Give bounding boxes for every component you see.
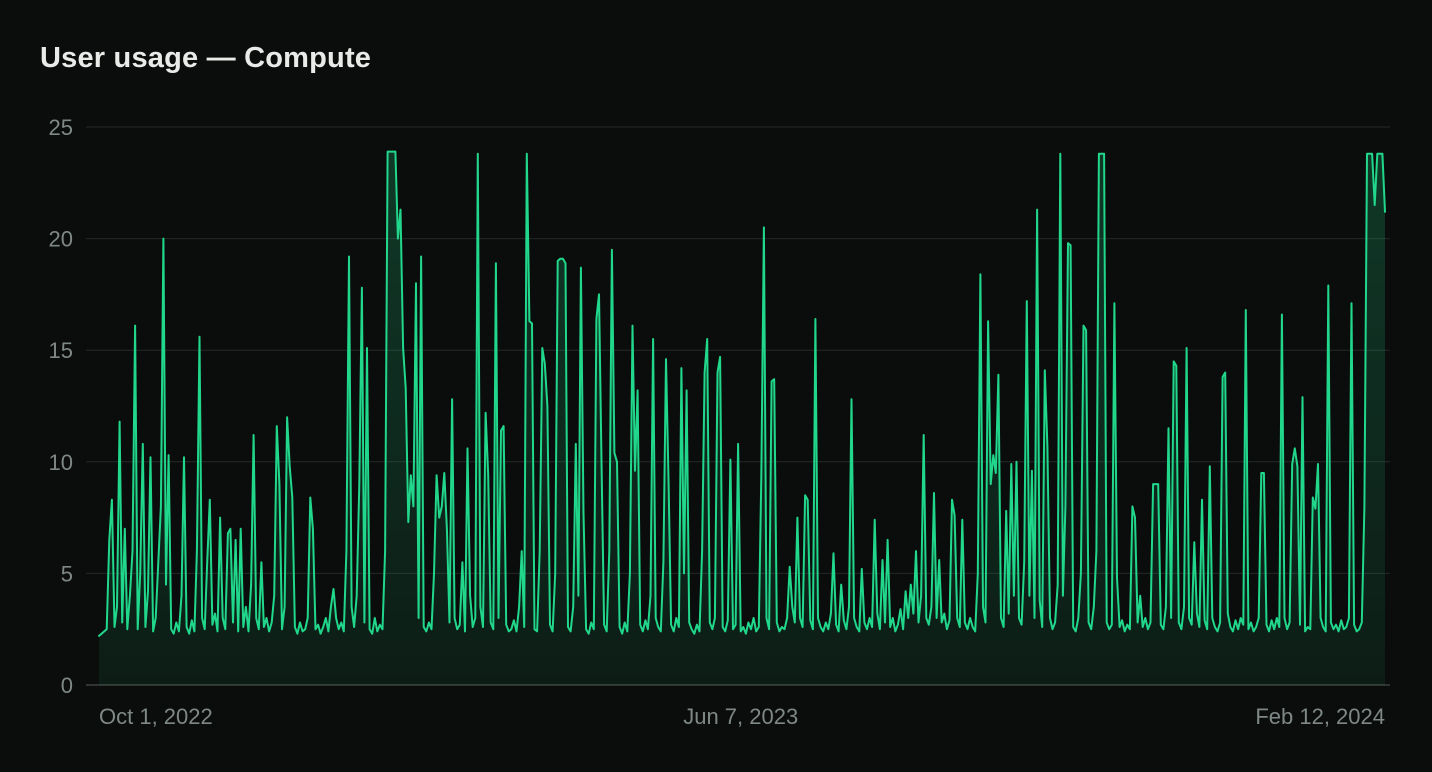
- y-tick-label: 20: [49, 227, 73, 252]
- x-tick-label: Oct 1, 2022: [99, 704, 213, 729]
- y-tick-label: 15: [49, 338, 73, 363]
- x-tick-label: Jun 7, 2023: [683, 704, 798, 729]
- series-line: [98, 150, 1386, 637]
- x-tick-label: Feb 12, 2024: [1255, 704, 1385, 729]
- y-tick-label: 10: [49, 450, 73, 475]
- chart-title: User usage — Compute: [40, 42, 372, 74]
- y-tick-label: 25: [49, 115, 73, 140]
- y-tick-label: 0: [61, 673, 73, 698]
- area-fill: [99, 151, 1385, 686]
- y-tick-label: 5: [61, 561, 73, 586]
